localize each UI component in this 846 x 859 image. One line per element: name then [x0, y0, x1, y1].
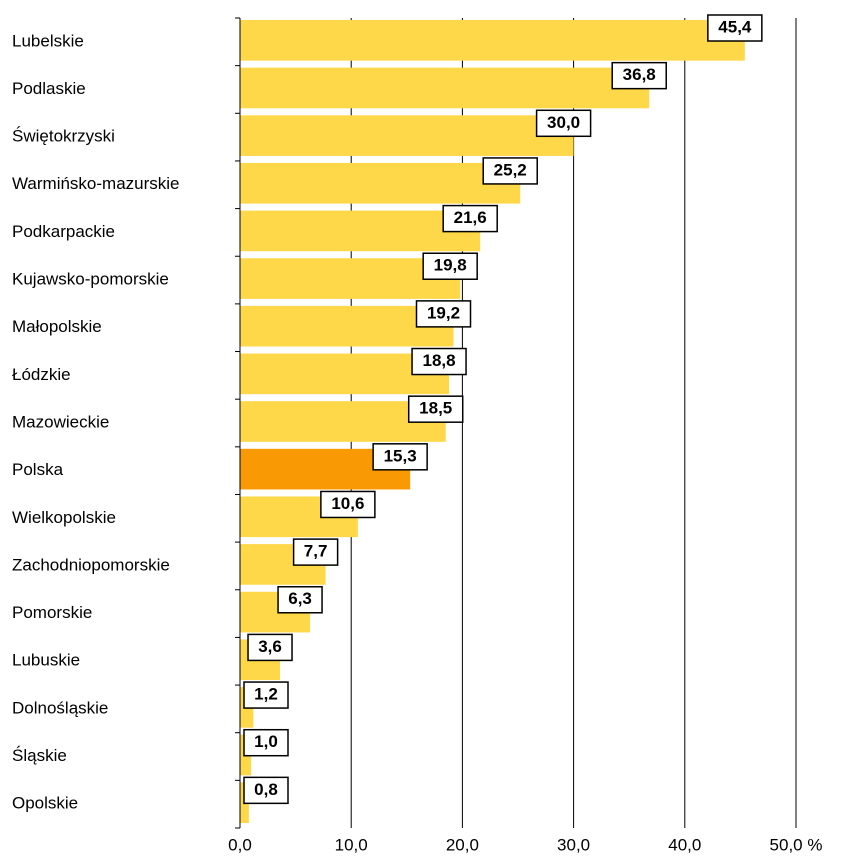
- y-tick-label: Dolnośląskie: [12, 698, 108, 717]
- y-tick-label: Warmińsko-mazurskie: [12, 174, 180, 193]
- value-label-box: [422, 252, 478, 280]
- value-label: 45,4: [718, 17, 752, 36]
- value-label: 21,6: [454, 208, 487, 227]
- value-label-box: [415, 300, 472, 328]
- value-label: 18,5: [419, 399, 452, 418]
- y-tick-label: Pomorskie: [12, 603, 92, 622]
- x-tick-label: 40,0: [668, 835, 701, 854]
- y-tick-label: Wielkopolskie: [12, 508, 116, 527]
- value-label: 1,2: [254, 685, 278, 704]
- value-label-box: [320, 490, 376, 519]
- value-label-box: [277, 586, 323, 614]
- bar: [240, 20, 745, 61]
- value-label: 3,6: [258, 637, 282, 656]
- y-tick-label: Opolskie: [12, 794, 78, 813]
- x-tick-label: 0,0: [228, 835, 252, 854]
- y-tick-label: Lubelskie: [12, 31, 84, 50]
- y-tick-label: Polska: [12, 460, 64, 479]
- value-label: 19,8: [434, 256, 467, 275]
- y-tick-label: Mazowieckie: [12, 412, 109, 431]
- value-label: 15,3: [384, 446, 417, 465]
- value-label-box: [247, 633, 293, 662]
- value-label: 18,8: [423, 351, 456, 370]
- y-tick-label: Podlaskie: [12, 79, 86, 98]
- y-tick-label: Świętokrzyski: [12, 127, 115, 146]
- y-tick-label: Podkarpackie: [12, 222, 115, 241]
- value-label-box: [442, 204, 498, 233]
- x-tick-label: 10,0: [335, 835, 368, 854]
- value-label: 25,2: [494, 160, 527, 179]
- value-label-box: [535, 109, 592, 138]
- value-label: 7,7: [304, 542, 328, 561]
- value-label: 6,3: [288, 589, 312, 608]
- y-tick-label: Lubuskie: [12, 651, 80, 670]
- value-label-box: [611, 61, 667, 90]
- value-label: 36,8: [623, 65, 656, 84]
- value-label: 10,6: [331, 494, 364, 513]
- value-label-box: [243, 681, 289, 709]
- value-label: 0,8: [254, 780, 278, 799]
- y-tick-label: Śląskie: [12, 746, 67, 765]
- y-tick-label: Małopolskie: [12, 317, 102, 336]
- value-label-box: [407, 395, 464, 423]
- y-tick-label: Zachodniopomorskie: [12, 555, 170, 574]
- bar: [240, 67, 650, 109]
- bar: [240, 162, 521, 204]
- bar: [240, 115, 574, 156]
- value-label-box: [707, 14, 763, 42]
- value-label-box: [292, 538, 339, 566]
- value-label-box: [243, 728, 289, 757]
- value-label: 1,0: [254, 732, 278, 751]
- value-label-box: [243, 776, 289, 805]
- value-label-box: [411, 347, 467, 376]
- x-tick-label: 30,0: [557, 835, 590, 854]
- bar: [240, 210, 481, 252]
- y-tick-label: Kujawsko-pomorskie: [12, 270, 169, 289]
- value-label-box: [482, 157, 538, 185]
- value-label-box: [372, 443, 428, 471]
- value-label: 19,2: [427, 303, 460, 322]
- value-label: 30,0: [547, 113, 580, 132]
- x-tick-label: 50,0 %: [770, 835, 823, 854]
- x-tick-label: 20,0: [446, 835, 479, 854]
- y-tick-label: Łódzkie: [12, 365, 71, 384]
